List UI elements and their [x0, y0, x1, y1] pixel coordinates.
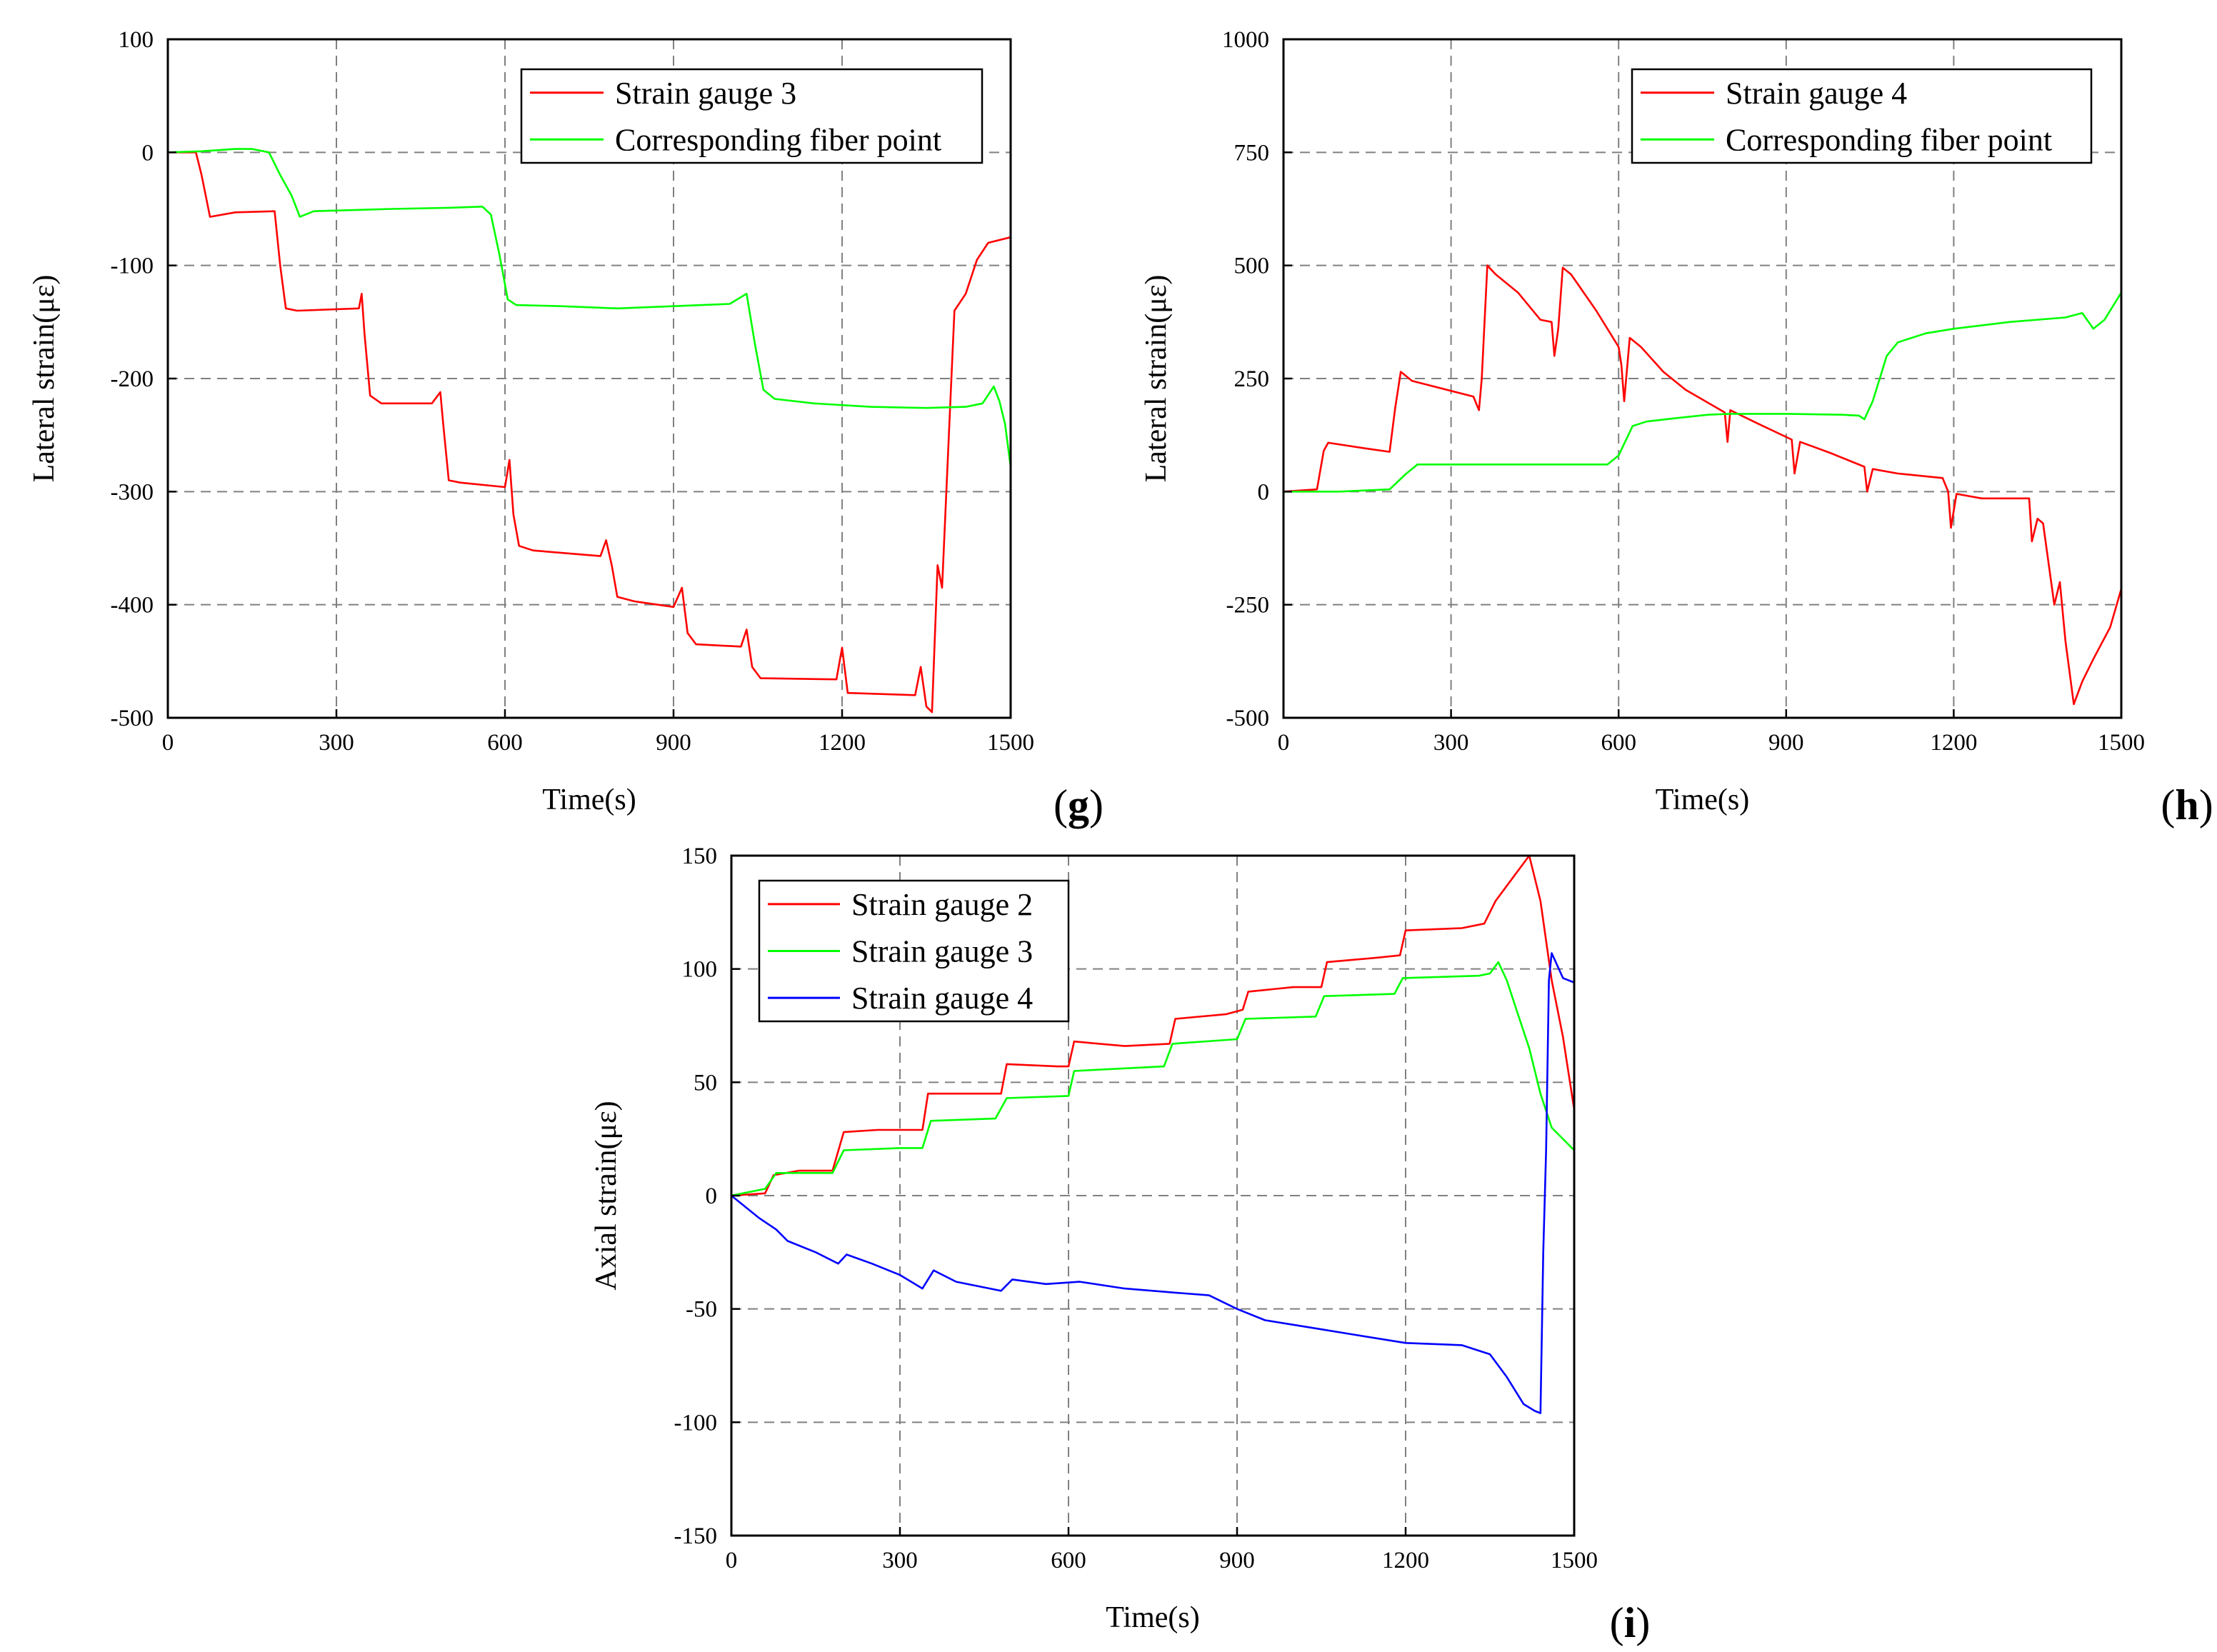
panel-label: (g) — [1054, 781, 1104, 828]
x-tick-label: 0 — [726, 1548, 738, 1573]
y-tick-label: 250 — [1234, 366, 1270, 392]
y-tick-label: 50 — [694, 1070, 717, 1096]
y-tick-label: -500 — [111, 706, 154, 731]
legend-label: Strain gauge 4 — [1726, 76, 1907, 111]
x-tick-label: 1500 — [2098, 730, 2145, 756]
y-tick-label: -400 — [111, 593, 154, 619]
x-tick-label: 1200 — [1382, 1548, 1429, 1573]
x-axis-title: Time(s) — [542, 784, 636, 816]
series-line-1 — [168, 151, 1011, 714]
y-tick-label: -300 — [111, 479, 154, 505]
chart-panel-i: 0 300 600 900 1200 1500 150 100 50 0 -50 -100 -150 Ti… — [590, 843, 1650, 1646]
series-line-3 — [731, 952, 1574, 1414]
x-tick-label: 900 — [1219, 1548, 1255, 1573]
y-tick-label: 500 — [1234, 254, 1270, 279]
legend-label: Corresponding fiber point — [1726, 122, 2052, 157]
x-axis-title: Time(s) — [1656, 784, 1749, 816]
x-tick-label: 1500 — [1551, 1548, 1598, 1573]
y-tick-label: 0 — [1258, 479, 1270, 505]
legend-label: Strain gauge 3 — [851, 934, 1033, 969]
x-tick-label: 300 — [1433, 730, 1469, 756]
chart-panel-g: 0 300 600 900 1200 1500 100 0 -100 -200 -300 -400 -5… — [28, 27, 1104, 828]
y-tick-label: -100 — [674, 1410, 718, 1436]
y-tick-label: -150 — [674, 1523, 718, 1549]
y-tick-label: 0 — [706, 1183, 718, 1209]
series-line-1 — [731, 856, 1574, 1197]
y-tick-label: -50 — [686, 1297, 717, 1323]
panel-label: (h) — [2161, 781, 2213, 828]
series-line-2 — [168, 148, 1011, 467]
y-axis-title: Lateral strain(με) — [1140, 275, 1173, 483]
y-tick-label: 100 — [119, 27, 154, 53]
series-line-2 — [1283, 292, 2121, 493]
legend-label: Strain gauge 3 — [615, 76, 796, 111]
legend-box — [1631, 68, 2093, 164]
x-tick-label: 0 — [162, 730, 174, 756]
y-tick-label: -250 — [1226, 593, 1270, 619]
x-tick-label: 300 — [319, 730, 354, 756]
y-tick-label: 150 — [682, 843, 718, 869]
x-tick-label: 300 — [882, 1548, 918, 1573]
x-tick-label: 900 — [656, 730, 691, 756]
y-tick-label: 1000 — [1222, 27, 1269, 53]
y-tick-label: -100 — [111, 254, 154, 279]
series-line-1 — [1283, 264, 2121, 706]
x-tick-label: 600 — [487, 730, 523, 756]
legend-label: Strain gauge 2 — [851, 887, 1033, 922]
y-tick-label: -500 — [1226, 706, 1270, 731]
legend-label: Corresponding fiber point — [615, 122, 941, 157]
x-tick-label: 1200 — [1930, 730, 1977, 756]
y-axis-title: Lateral strain(με) — [28, 275, 61, 483]
y-tick-label: 750 — [1234, 140, 1270, 166]
x-tick-label: 0 — [1278, 730, 1290, 756]
y-tick-label: -200 — [111, 366, 154, 392]
legend-label: Strain gauge 4 — [851, 981, 1033, 1016]
series-line-2 — [731, 961, 1574, 1197]
x-tick-label: 1200 — [819, 730, 866, 756]
x-axis-title: Time(s) — [1106, 1601, 1199, 1634]
x-tick-label: 1500 — [987, 730, 1034, 756]
chart-panel-h: 0 300 600 900 1200 1500 1000 750 500 250 0 -250 -500… — [1140, 27, 2213, 828]
legend-box — [520, 68, 984, 164]
y-tick-label: 100 — [682, 957, 718, 983]
y-axis-title: Axial strain(με) — [590, 1101, 623, 1290]
y-tick-label: 0 — [142, 140, 154, 166]
panel-label: (i) — [1610, 1599, 1651, 1646]
x-tick-label: 900 — [1768, 730, 1804, 756]
x-tick-label: 600 — [1051, 1548, 1086, 1573]
x-tick-label: 600 — [1601, 730, 1636, 756]
